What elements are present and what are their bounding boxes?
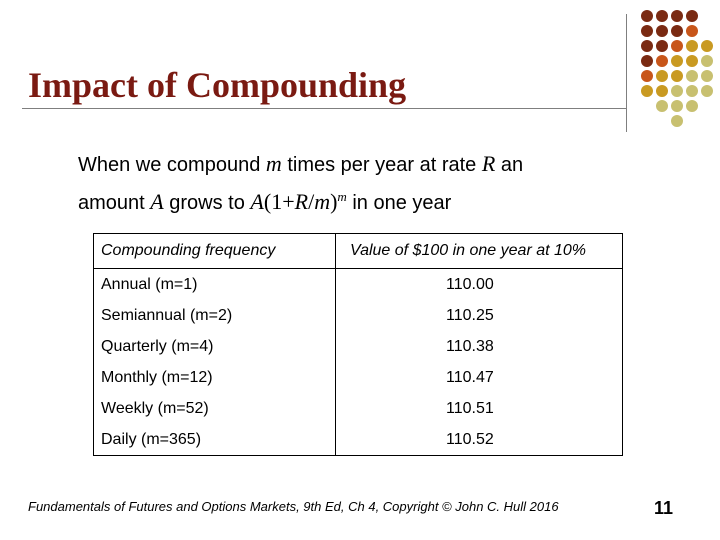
text-segment: grows to xyxy=(163,192,251,214)
dot xyxy=(701,70,713,82)
dot xyxy=(641,70,653,82)
dot xyxy=(701,85,713,97)
formula-slash: / xyxy=(308,189,315,214)
frequency-cell: Annual (m=1) xyxy=(93,268,336,300)
dot xyxy=(656,85,668,97)
formula-A: A xyxy=(250,189,264,214)
variable-A: A xyxy=(150,189,164,214)
table-row: Quarterly (m=4) 110.38 xyxy=(93,331,623,362)
value-cell: 110.47 xyxy=(335,362,623,393)
slide-title: Impact of Compounding xyxy=(28,65,407,105)
variable-R: R xyxy=(481,151,496,176)
frequency-cell: Weekly (m=52) xyxy=(93,393,336,424)
formula-exponent: m xyxy=(337,189,347,204)
dot xyxy=(701,55,713,67)
dot xyxy=(641,10,653,22)
frequency-cell: Monthly (m=12) xyxy=(93,362,336,393)
formula-R: R xyxy=(294,189,309,214)
dot xyxy=(641,25,653,37)
frequency-cell: Semiannual (m=2) xyxy=(93,300,336,331)
header-compounding-frequency: Compounding frequency xyxy=(93,233,336,269)
value-cell: 110.38 xyxy=(335,331,623,362)
text-segment: amount xyxy=(78,192,151,214)
dot xyxy=(656,55,668,67)
dot xyxy=(701,40,713,52)
dot xyxy=(641,40,653,52)
table-row: Monthly (m=12) 110.47 xyxy=(93,362,623,393)
compounding-table: Compounding frequency Value of $100 in o… xyxy=(93,233,623,456)
value-cell: 110.51 xyxy=(335,393,623,424)
growth-formula: A(1+R/m)m xyxy=(250,189,347,214)
frequency-cell: Daily (m=365) xyxy=(93,424,336,456)
dot xyxy=(671,55,683,67)
body-line-2: amount A grows to A(1+R/m)m in one year xyxy=(78,181,638,219)
table-row: Weekly (m=52) 110.51 xyxy=(93,393,623,424)
dot xyxy=(656,100,668,112)
dot xyxy=(671,85,683,97)
dot xyxy=(686,70,698,82)
body-text: When we compound m times per year at rat… xyxy=(78,148,638,219)
text-segment: in one year xyxy=(346,192,452,214)
value-cell: 110.52 xyxy=(335,424,623,456)
text-segment: times per year at rate xyxy=(281,154,482,176)
text-segment: an xyxy=(495,154,524,176)
dot xyxy=(686,40,698,52)
footer-citation: Fundamentals of Futures and Options Mark… xyxy=(28,499,559,514)
formula-m: m xyxy=(314,189,331,214)
dot xyxy=(686,10,698,22)
text-segment: When we compound xyxy=(78,154,266,176)
value-cell: 110.25 xyxy=(335,300,623,331)
dot xyxy=(641,85,653,97)
table-row: Semiannual (m=2) 110.25 xyxy=(93,300,623,331)
dot xyxy=(671,40,683,52)
dot xyxy=(686,100,698,112)
frequency-cell: Quarterly (m=4) xyxy=(93,331,336,362)
value-cell: 110.00 xyxy=(335,268,623,300)
dot xyxy=(671,25,683,37)
dot xyxy=(656,40,668,52)
header-value: Value of $100 in one year at 10% xyxy=(335,233,623,269)
dot xyxy=(686,25,698,37)
table-header-row: Compounding frequency Value of $100 in o… xyxy=(93,233,623,269)
dot xyxy=(671,70,683,82)
dot xyxy=(671,115,683,127)
formula-open: (1+ xyxy=(263,189,295,214)
dot xyxy=(656,25,668,37)
table-row: Annual (m=1) 110.00 xyxy=(93,268,623,300)
dot xyxy=(656,10,668,22)
table-row: Daily (m=365) 110.52 xyxy=(93,424,623,456)
dot xyxy=(641,55,653,67)
dot xyxy=(671,100,683,112)
dot xyxy=(686,55,698,67)
formula-close: ) xyxy=(330,189,338,214)
dot xyxy=(671,10,683,22)
body-line-1: When we compound m times per year at rat… xyxy=(78,148,638,181)
dot xyxy=(686,85,698,97)
dot xyxy=(656,70,668,82)
title-underline xyxy=(22,108,626,109)
page-number: 11 xyxy=(654,498,674,518)
variable-m: m xyxy=(265,151,282,176)
vertical-divider xyxy=(626,14,627,132)
